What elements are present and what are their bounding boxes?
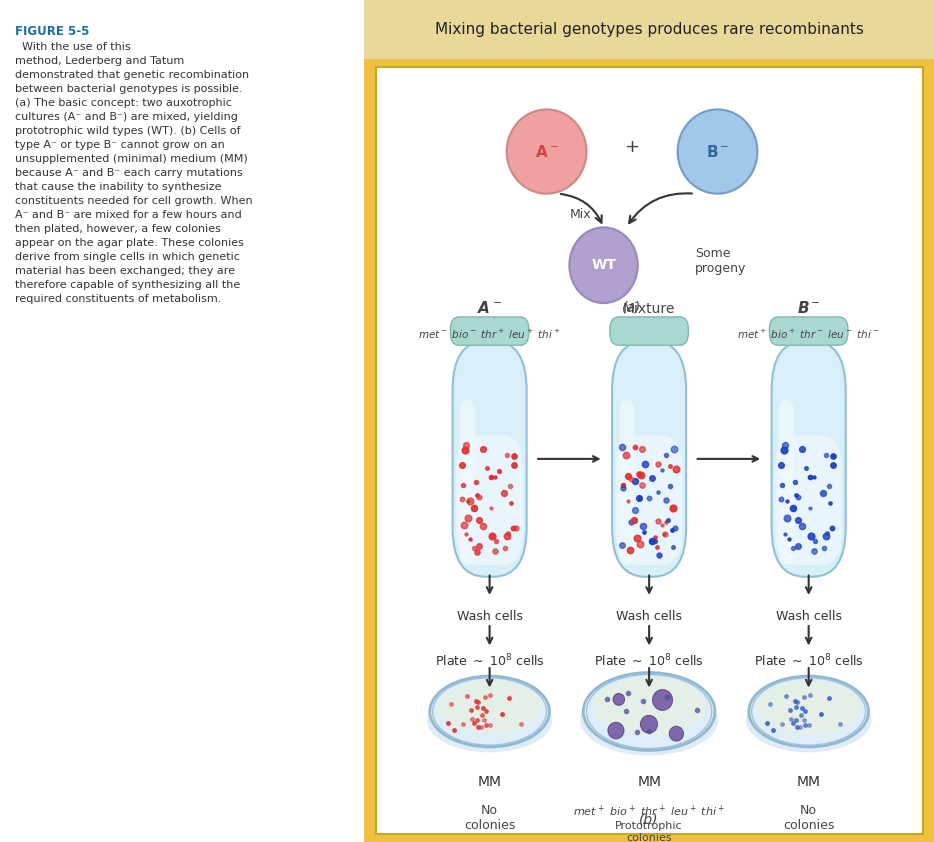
Ellipse shape xyxy=(757,680,860,733)
FancyBboxPatch shape xyxy=(616,435,683,565)
Ellipse shape xyxy=(746,687,871,753)
Text: $met^+$ $bio^+$ $thr^+$ $leu^+$ $thi^+$
Prototrophic
colonies: $met^+$ $bio^+$ $thr^+$ $leu^+$ $thi^+$ … xyxy=(573,804,726,842)
Text: MM: MM xyxy=(637,775,661,789)
Ellipse shape xyxy=(752,678,866,745)
Text: (a): (a) xyxy=(622,301,642,314)
FancyBboxPatch shape xyxy=(770,317,848,345)
Text: B$^-$: B$^-$ xyxy=(706,143,729,160)
Text: (b): (b) xyxy=(640,813,658,827)
Text: B$^-$: B$^-$ xyxy=(797,300,820,316)
FancyBboxPatch shape xyxy=(364,0,934,842)
Text: $met^+$ $bio^+$ $thr^-$ $leu^-$ $thi^-$: $met^+$ $bio^+$ $thr^-$ $leu^-$ $thi^-$ xyxy=(737,328,880,342)
FancyBboxPatch shape xyxy=(610,317,688,345)
Ellipse shape xyxy=(438,680,541,733)
Text: +: + xyxy=(625,138,640,157)
FancyBboxPatch shape xyxy=(619,400,634,565)
Text: Some
progeny: Some progeny xyxy=(695,247,746,275)
Ellipse shape xyxy=(608,722,624,738)
FancyBboxPatch shape xyxy=(364,0,934,59)
Text: $met^-$ $bio^-$ $thr^+$ $leu^+$ $thi^+$: $met^-$ $bio^-$ $thr^+$ $leu^+$ $thi^+$ xyxy=(418,328,561,342)
FancyArrowPatch shape xyxy=(630,194,692,223)
Text: A$^-$: A$^-$ xyxy=(477,300,502,316)
Ellipse shape xyxy=(653,690,672,711)
Ellipse shape xyxy=(670,727,684,741)
Text: Plate $\sim$ 10$^8$ cells: Plate $\sim$ 10$^8$ cells xyxy=(754,653,864,669)
Text: No
colonies: No colonies xyxy=(464,804,516,832)
Text: Mixing bacterial genotypes produces rare recombinants: Mixing bacterial genotypes produces rare… xyxy=(434,22,864,37)
Ellipse shape xyxy=(570,227,638,303)
Ellipse shape xyxy=(641,716,658,733)
Ellipse shape xyxy=(427,687,552,753)
Text: No
colonies: No colonies xyxy=(783,804,834,832)
Ellipse shape xyxy=(613,694,625,706)
FancyArrowPatch shape xyxy=(560,194,601,222)
FancyBboxPatch shape xyxy=(771,341,845,577)
Text: MM: MM xyxy=(797,775,821,789)
FancyBboxPatch shape xyxy=(775,435,842,565)
Ellipse shape xyxy=(587,674,712,749)
Text: Plate $\sim$ 10$^8$ cells: Plate $\sim$ 10$^8$ cells xyxy=(434,653,545,669)
Text: With the use of this
method, Lederberg and Tatum
demonstrated that genetic recom: With the use of this method, Lederberg a… xyxy=(15,42,252,304)
Text: Wash cells: Wash cells xyxy=(775,610,842,623)
Text: Mixture: Mixture xyxy=(623,301,675,316)
Ellipse shape xyxy=(430,676,549,747)
Ellipse shape xyxy=(432,678,546,745)
Text: Plate $\sim$ 10$^8$ cells: Plate $\sim$ 10$^8$ cells xyxy=(594,653,704,669)
FancyBboxPatch shape xyxy=(457,435,523,565)
Ellipse shape xyxy=(749,676,869,747)
FancyBboxPatch shape xyxy=(453,341,527,577)
FancyBboxPatch shape xyxy=(375,67,923,834)
Ellipse shape xyxy=(580,685,718,755)
Text: FIGURE 5-5: FIGURE 5-5 xyxy=(15,25,89,38)
Ellipse shape xyxy=(507,109,587,194)
Ellipse shape xyxy=(593,678,705,737)
Ellipse shape xyxy=(584,673,715,750)
Ellipse shape xyxy=(678,109,757,194)
Text: MM: MM xyxy=(477,775,502,789)
Text: A$^-$: A$^-$ xyxy=(534,143,559,160)
Text: Wash cells: Wash cells xyxy=(457,610,523,623)
Text: Mix: Mix xyxy=(570,208,591,221)
FancyBboxPatch shape xyxy=(450,317,529,345)
FancyBboxPatch shape xyxy=(460,400,474,565)
FancyBboxPatch shape xyxy=(779,400,794,565)
Text: Wash cells: Wash cells xyxy=(616,610,682,623)
FancyBboxPatch shape xyxy=(612,341,686,577)
Text: WT: WT xyxy=(591,258,616,272)
